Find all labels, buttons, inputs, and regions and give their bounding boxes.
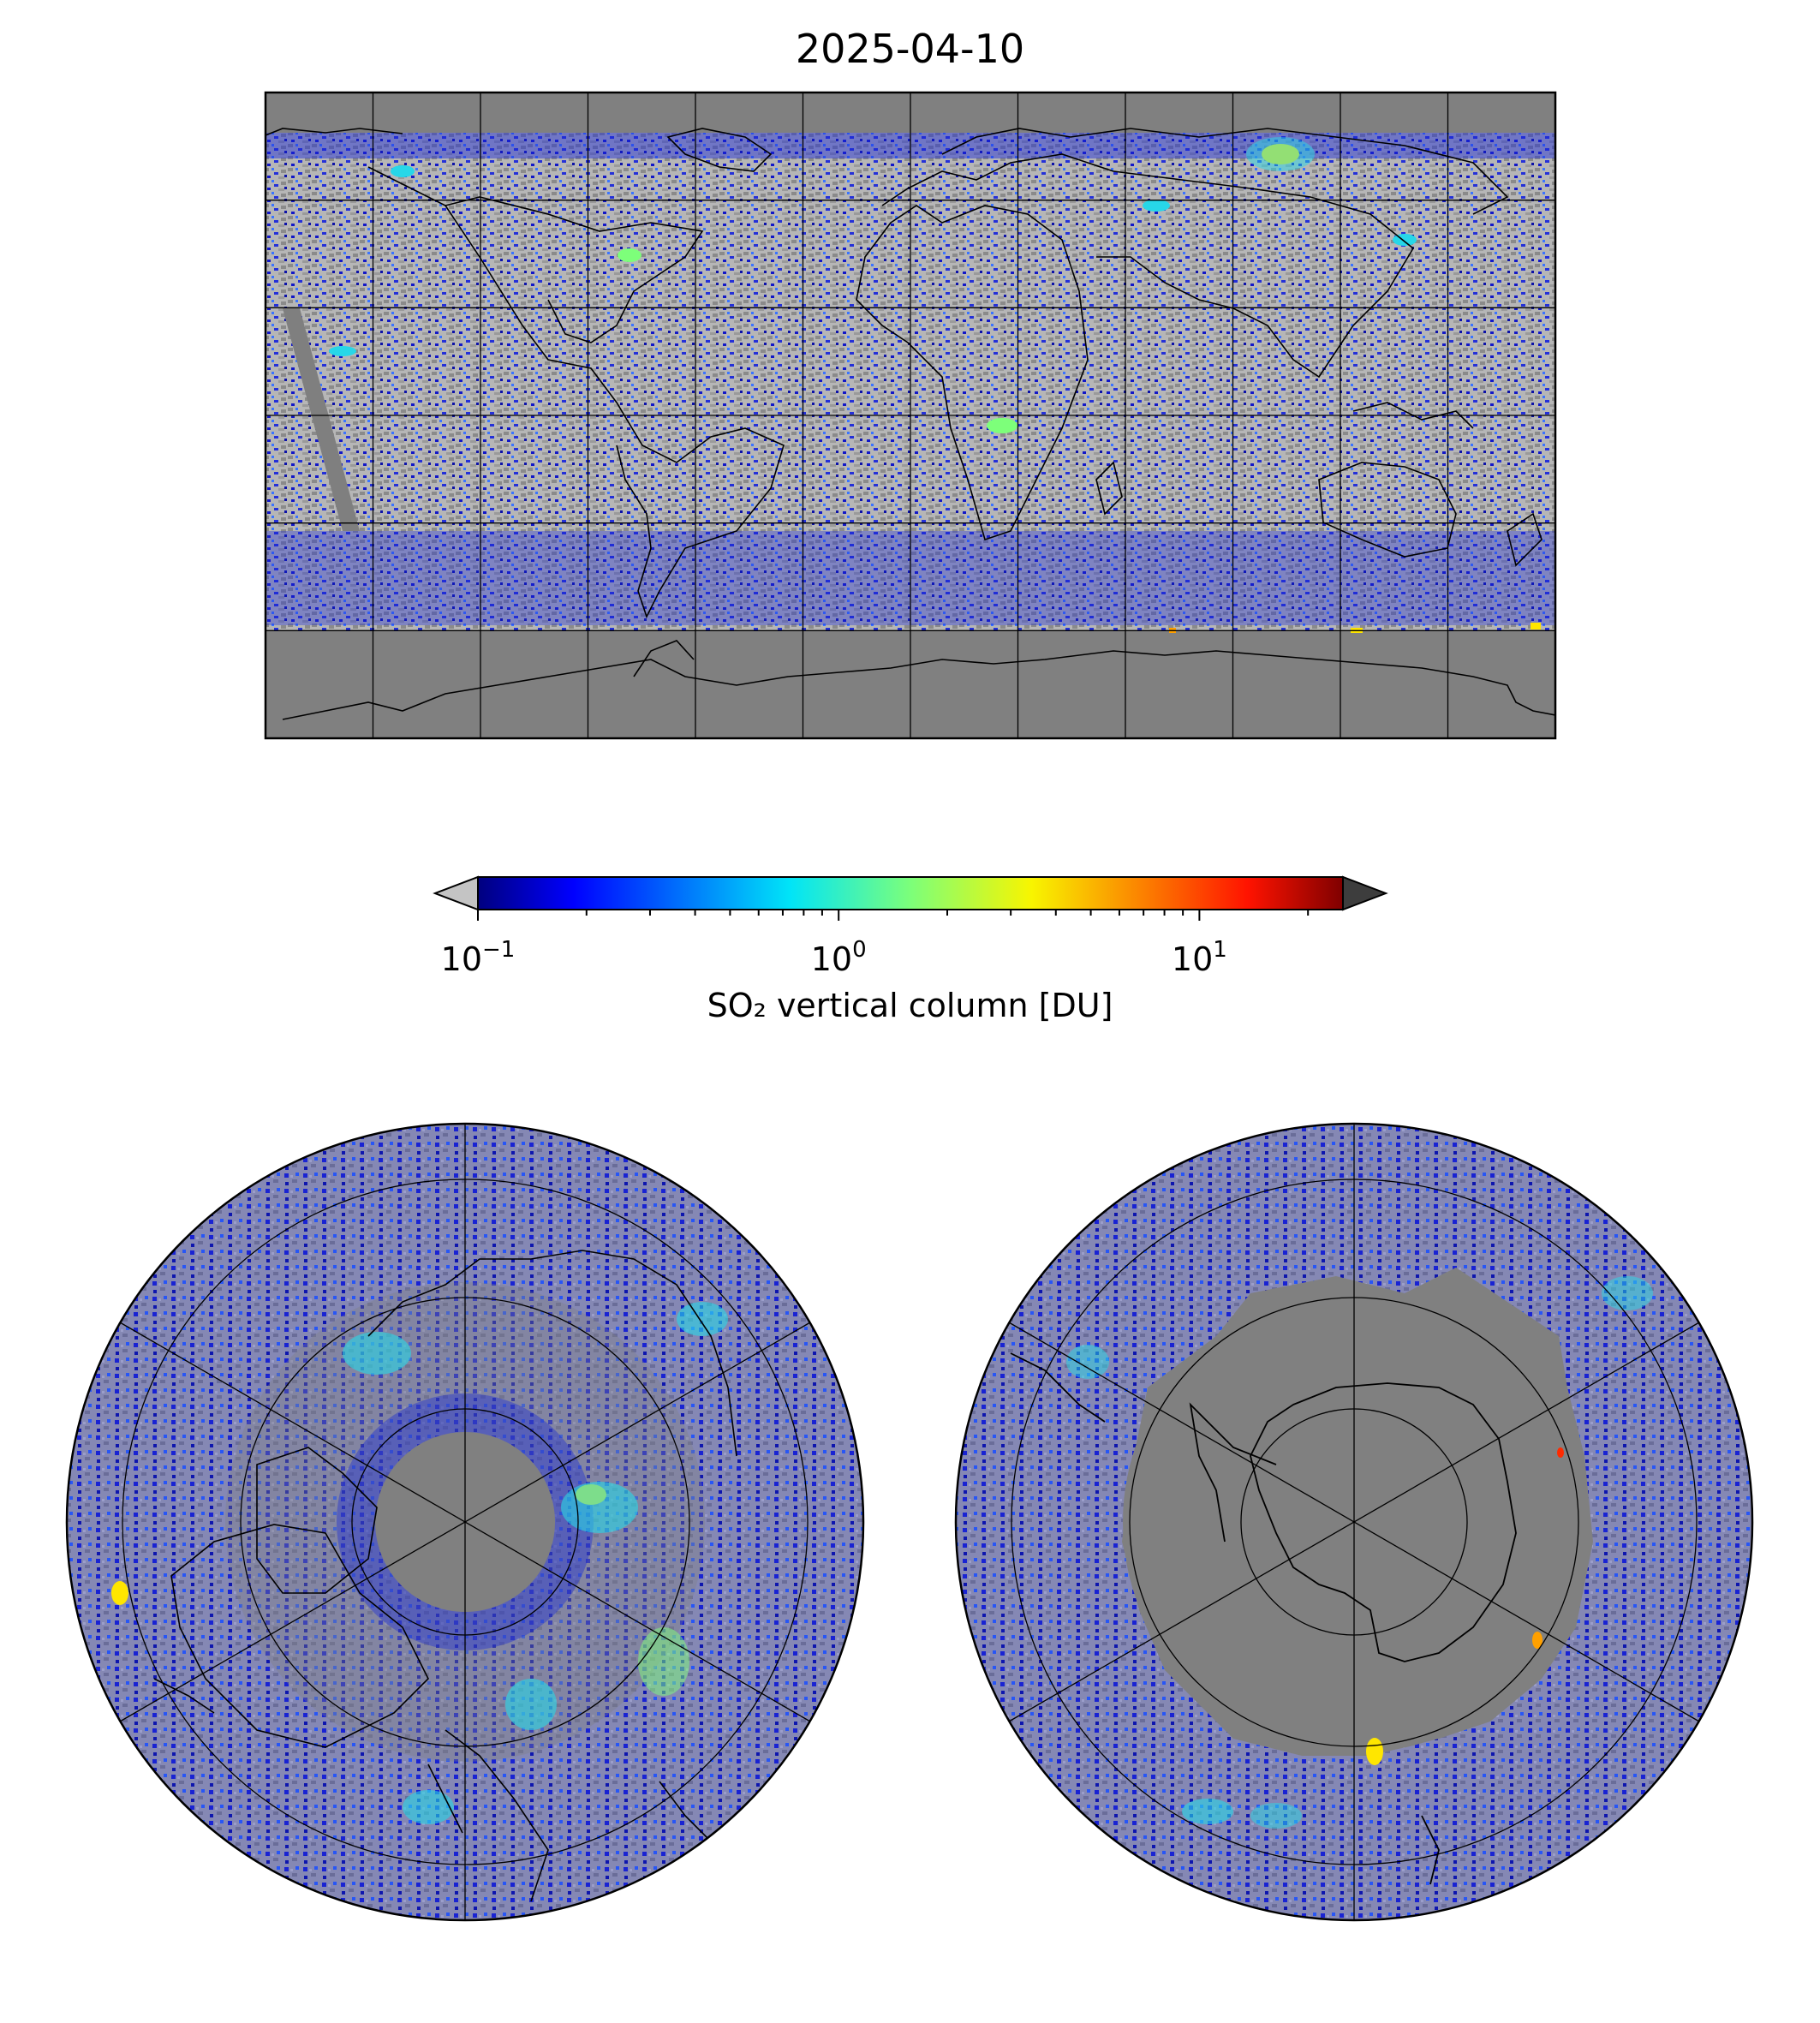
south-map-frame [954,1122,1754,1922]
colorbar-under-extension [433,875,479,911]
colorbar [433,875,1388,921]
global-map [264,91,1557,740]
south-pole-no-data [1122,1268,1593,1756]
north-hotspots [111,1302,728,1824]
north-graticule [119,1124,811,1920]
global-graticule [266,92,1555,738]
south-hotspots [1066,1276,1653,1829]
colorbar-tick-label: 100 [810,937,867,978]
colorbar-label: SO₂ vertical column [DU] [707,987,1113,1024]
global-coastlines [266,128,1555,720]
global-hotspots [329,137,1541,633]
north-map-frame [65,1122,865,1922]
figure-title: 2025-04-10 [795,26,1025,72]
south-graticule [1008,1124,1700,1920]
south-polar-map [954,1122,1754,1922]
north-coastlines [153,1250,737,1902]
colorbar-tick-label: 10−1 [440,937,516,978]
south-coastlines [1010,1352,1517,1885]
colorbar-ticks [477,910,1310,921]
global-map-frame [264,91,1557,740]
colorbar-tick-label: 101 [1171,937,1227,978]
colorbar-gradient [478,877,1343,910]
north-polar-map [65,1122,865,1922]
colorbar-over-extension [1342,875,1388,911]
